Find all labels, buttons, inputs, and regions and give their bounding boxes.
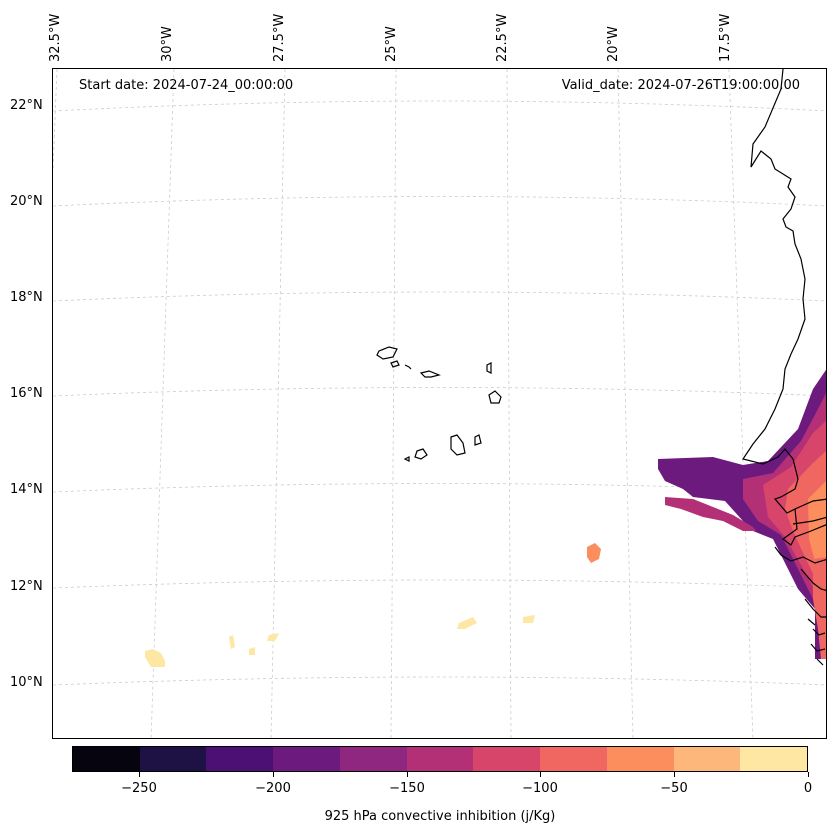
coast-islets-south xyxy=(810,643,826,666)
colorbar-swatch xyxy=(273,747,340,771)
latitude-label: 14°N xyxy=(10,482,43,497)
gridline-lat-22 xyxy=(53,100,826,112)
gridline-lon-22.5 xyxy=(506,69,512,738)
colorbar-swatch xyxy=(473,747,541,771)
latitude-label: 22°N xyxy=(10,98,43,113)
colorbar-tick xyxy=(273,772,274,777)
cin-patch-5 xyxy=(249,647,255,655)
gridline-lat-16 xyxy=(53,387,826,397)
cin-patch-2 xyxy=(145,649,165,667)
latitude-label: 12°N xyxy=(10,579,43,594)
latitude-label: 10°N xyxy=(10,675,43,690)
gridlines xyxy=(53,69,826,738)
latitude-label: 20°N xyxy=(10,194,43,209)
gridline-lon-20 xyxy=(617,69,634,738)
gridline-lon-17.5 xyxy=(728,69,754,738)
gridline-lon-27.5 xyxy=(270,69,286,738)
cin-patch-7 xyxy=(523,615,535,623)
african-coastline xyxy=(742,69,826,546)
cin-patch-1 xyxy=(587,543,601,563)
colorbar-swatch xyxy=(406,747,474,771)
colorbar-swatch xyxy=(673,747,741,771)
colorbar-swatch xyxy=(73,747,140,771)
cin-region-outer xyxy=(658,369,826,659)
island-santo-antao xyxy=(376,346,398,360)
colorbar-tick xyxy=(808,772,809,777)
colorbar-swatch xyxy=(540,747,607,771)
guinea-coast xyxy=(800,568,826,636)
island-santa-luzia xyxy=(404,364,412,370)
colorbar-tick-label: 0 xyxy=(803,781,813,796)
longitude-label: 25°W xyxy=(384,26,399,62)
cin-patch-4 xyxy=(267,633,279,641)
gridline-lon-32.5 xyxy=(53,69,58,170)
senegal-border xyxy=(792,516,826,525)
longitude-label: 22.5°W xyxy=(495,13,510,62)
map-panel xyxy=(52,68,827,739)
coastlines xyxy=(376,69,826,666)
colorbar-tick-label: −50 xyxy=(660,781,688,796)
colorbar-title: 925 hPa convective inhibition (j/Kg) xyxy=(324,809,556,824)
island-sao-vicente xyxy=(390,360,400,368)
gridline-lon-30 xyxy=(150,69,175,738)
island-sal xyxy=(486,362,492,374)
colorbar-swatch xyxy=(139,747,207,771)
guinea-bissau-coast xyxy=(774,546,826,564)
gridline-lat-18 xyxy=(53,291,826,302)
longitude-label: 17.5°W xyxy=(718,13,733,62)
colorbar-tick xyxy=(407,772,408,777)
island-fogo xyxy=(414,448,428,460)
colorbar-swatch xyxy=(206,747,274,771)
colorbar-tick-label: −150 xyxy=(389,781,425,796)
colorbar-swatch xyxy=(606,747,674,771)
island-sao-nicolau xyxy=(419,370,441,378)
cin-patch-6 xyxy=(457,617,477,629)
latitude-label: 16°N xyxy=(10,386,43,401)
gridline-lat-10 xyxy=(53,676,826,686)
island-brava xyxy=(403,456,410,462)
colorbar-tick-label: −100 xyxy=(522,781,558,796)
colorbar-tick xyxy=(139,772,140,777)
colorbar xyxy=(72,746,808,772)
island-maio xyxy=(474,434,482,446)
island-boa-vista xyxy=(488,390,502,404)
cin-strip-south xyxy=(665,497,756,531)
map-canvas xyxy=(53,69,826,738)
latitude-label: 18°N xyxy=(10,290,43,305)
colorbar-tick-label: −250 xyxy=(121,781,157,796)
longitude-label: 20°W xyxy=(606,26,621,62)
colorbar-tick-label: −200 xyxy=(255,781,291,796)
longitude-label: 30°W xyxy=(160,26,175,62)
gridline-lat-12 xyxy=(53,579,826,589)
longitude-label: 32.5°W xyxy=(48,13,63,62)
colorbar-tick xyxy=(540,772,541,777)
colorbar-swatch xyxy=(740,747,808,771)
gridline-lon-25 xyxy=(390,69,397,738)
colorbar-tick xyxy=(674,772,675,777)
island-santiago xyxy=(450,434,466,456)
longitude-label: 27.5°W xyxy=(272,13,287,62)
gambia-border xyxy=(794,498,826,510)
colorbar-swatch xyxy=(339,747,407,771)
cin-filled-contours xyxy=(145,369,826,667)
valid-date-label: Valid_date: 2024-07-26T19:00:00.00 xyxy=(561,78,800,93)
start-date-label: Start date: 2024-07-24_00:00:00 xyxy=(79,78,294,93)
cin-patch-3 xyxy=(229,635,235,649)
